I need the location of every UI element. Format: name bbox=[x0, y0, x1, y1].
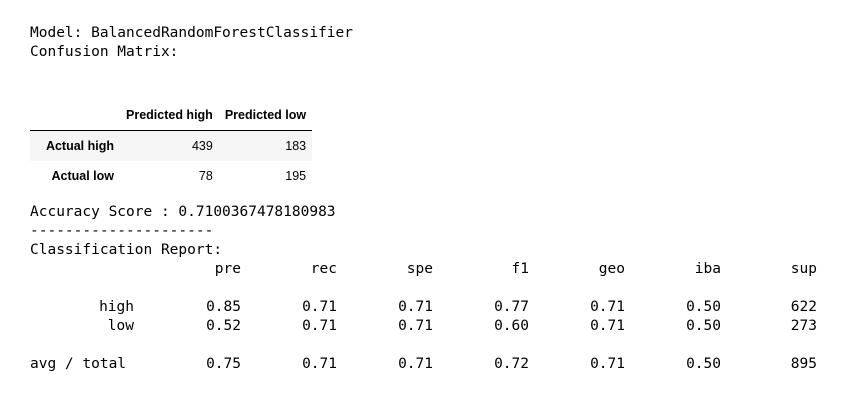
table-row: Actual high 439 183 bbox=[30, 130, 313, 161]
column-header-predicted-high: Predicted high bbox=[120, 100, 219, 131]
report-header: sup bbox=[790, 261, 817, 277]
accuracy-score: Accuracy Score : 0.7100367478180983 bbox=[30, 204, 336, 220]
corner-cell bbox=[30, 100, 120, 131]
report-value: 0.71 bbox=[590, 299, 625, 315]
report-header: rec bbox=[310, 261, 337, 277]
table-header-row: Predicted high Predicted low bbox=[30, 100, 313, 131]
table-row: Actual low 78 195 bbox=[30, 161, 312, 191]
report-value: 0.71 bbox=[398, 299, 433, 315]
report-header-row: pre rec spe f1 geo iba sup bbox=[30, 260, 850, 279]
report-value: 0.71 bbox=[302, 299, 337, 315]
report-value: 273 bbox=[790, 318, 817, 334]
report-row-low: low 0.52 0.71 0.71 0.60 0.71 0.50 273 bbox=[30, 317, 850, 336]
report-value: 0.77 bbox=[494, 299, 529, 315]
report-total-label: avg / total bbox=[30, 356, 127, 372]
report-value: 0.52 bbox=[206, 318, 241, 334]
report-value: 0.50 bbox=[686, 318, 721, 334]
report-value: 0.50 bbox=[686, 299, 721, 315]
row-header-actual-high: Actual high bbox=[45, 139, 114, 153]
report-value: 0.72 bbox=[494, 356, 529, 372]
spacer bbox=[30, 62, 850, 100]
report-header: spe bbox=[406, 261, 433, 277]
classification-report-title: Classification Report: bbox=[30, 242, 223, 258]
report-value: 0.71 bbox=[590, 356, 625, 372]
confusion-matrix-title: Confusion Matrix: bbox=[30, 44, 179, 60]
report-header: f1 bbox=[511, 261, 529, 277]
report-row-total: avg / total 0.75 0.71 0.71 0.72 0.71 0.5… bbox=[30, 355, 850, 374]
column-header-predicted-low: Predicted low bbox=[218, 100, 313, 131]
report-label-blank bbox=[30, 260, 134, 279]
report-header: pre bbox=[214, 261, 241, 277]
notebook-output: Model: BalancedRandomForestClassifier Co… bbox=[30, 24, 850, 374]
cell-value: 183 bbox=[285, 139, 307, 153]
report-value: 0.50 bbox=[686, 356, 721, 372]
model-line: Model: BalancedRandomForestClassifier bbox=[30, 25, 354, 41]
cell-value: 195 bbox=[285, 169, 307, 183]
separator-line: --------------------- bbox=[30, 223, 214, 239]
spacer bbox=[30, 191, 850, 203]
confusion-matrix-table: Predicted high Predicted low Actual high… bbox=[30, 100, 313, 191]
report-row-high: high 0.85 0.71 0.71 0.77 0.71 0.50 622 bbox=[30, 298, 850, 317]
report-value: 0.60 bbox=[494, 318, 529, 334]
report-value: 0.71 bbox=[590, 318, 625, 334]
report-value: 0.85 bbox=[206, 299, 241, 315]
report-value: 622 bbox=[790, 299, 817, 315]
report-header: iba bbox=[694, 261, 721, 277]
report-value: 895 bbox=[790, 356, 817, 372]
report-value: 0.71 bbox=[398, 356, 433, 372]
report-header: geo bbox=[598, 261, 625, 277]
row-header-actual-low: Actual low bbox=[51, 169, 114, 183]
report-value: 0.71 bbox=[302, 356, 337, 372]
cell-value: 439 bbox=[191, 139, 213, 153]
spacer bbox=[30, 279, 850, 298]
report-value: 0.71 bbox=[398, 318, 433, 334]
report-value: 0.75 bbox=[206, 356, 241, 372]
report-value: 0.71 bbox=[302, 318, 337, 334]
cell-value: 78 bbox=[198, 169, 213, 183]
report-row-label: low bbox=[107, 318, 134, 334]
spacer bbox=[30, 336, 850, 355]
report-row-label: high bbox=[99, 299, 134, 315]
